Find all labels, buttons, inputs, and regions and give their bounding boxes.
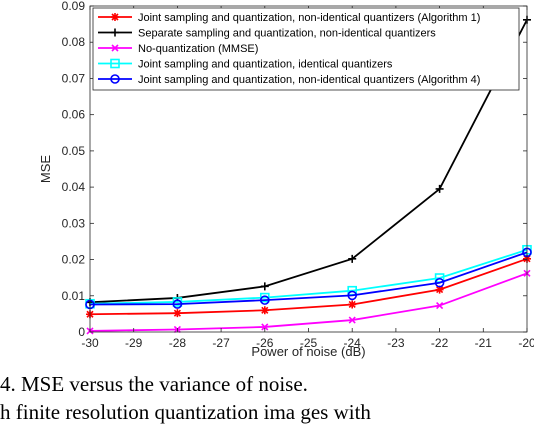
y-tick-label: 0.05 xyxy=(62,144,86,158)
legend-label: Joint sampling and quantization, non-ide… xyxy=(138,12,480,24)
body-text-line: h finite resolution quantization ima ges… xyxy=(0,400,371,424)
series-line xyxy=(89,272,528,332)
x-tick-label: -29 xyxy=(125,336,143,350)
y-axis-label: MSE xyxy=(38,155,53,184)
y-tick-label: 0 xyxy=(78,325,85,339)
y-tick-label: 0.06 xyxy=(62,108,86,122)
x-tick-label: -20 xyxy=(518,336,534,350)
data-point xyxy=(348,316,356,324)
legend-entry: No-quantization (MMSE) xyxy=(98,43,258,55)
data-point xyxy=(173,309,182,318)
data-point xyxy=(172,299,183,309)
legend-label: Joint sampling and quantization, identic… xyxy=(138,59,393,71)
x-tick-label: -23 xyxy=(387,336,405,350)
series-line xyxy=(89,248,528,305)
x-tick-label: -22 xyxy=(431,336,449,350)
y-tick-label: 0.07 xyxy=(62,71,86,85)
x-tick-label: -21 xyxy=(475,336,493,350)
legend-entry: Joint sampling and quantization, non-ide… xyxy=(98,12,480,24)
y-tick-label: 0.04 xyxy=(62,180,86,194)
legend-label: Separate sampling and quantization, non-… xyxy=(138,28,436,40)
legend-label: No-quantization (MMSE) xyxy=(138,43,258,55)
data-point xyxy=(435,184,444,193)
y-tick-label: 0.02 xyxy=(62,253,86,267)
y-tick-label: 0.03 xyxy=(62,216,86,230)
legend-marker xyxy=(110,58,120,69)
legend-marker xyxy=(111,44,119,52)
ticks-layer: -30 -29 -28 -27 -26 -25 -24 -23 -22 -21 -20 0 0.01 0.… xyxy=(62,0,534,350)
legend-marker xyxy=(111,28,119,37)
legend-entry: Joint sampling and quantization, non-ide… xyxy=(98,74,480,86)
data-point xyxy=(259,295,270,305)
x-tick-label: -27 xyxy=(212,336,230,350)
data-point xyxy=(435,285,444,294)
data-point xyxy=(434,277,445,288)
data-point xyxy=(348,254,357,263)
data-point xyxy=(260,306,269,315)
data-point xyxy=(348,300,357,309)
x-tick-label: -30 xyxy=(81,336,99,350)
mse-chart: -30 -29 -28 -27 -26 -25 -24 -23 -22 -21 -20 0 0.01 0.… xyxy=(38,0,534,359)
figure-caption: 4. MSE versus the variance of noise. xyxy=(0,372,308,396)
y-tick-label: 0.08 xyxy=(62,35,86,49)
legend-entry: Separate sampling and quantization, non-… xyxy=(98,28,436,40)
series-layer xyxy=(85,15,532,335)
legend: Joint sampling and quantization, non-ide… xyxy=(92,7,520,91)
x-tick-label: -24 xyxy=(344,336,362,350)
series-line xyxy=(89,257,528,316)
legend-box xyxy=(92,7,520,91)
legend-marker xyxy=(110,74,120,84)
data-point xyxy=(436,301,444,310)
x-axis-label: Power of noise (dB) xyxy=(251,344,365,359)
x-tick-label: -26 xyxy=(256,336,274,350)
x-tick-label: -28 xyxy=(169,336,187,350)
data-point xyxy=(347,290,358,301)
series-line xyxy=(89,19,528,304)
data-point xyxy=(260,282,269,291)
legend-label: Joint sampling and quantization, non-ide… xyxy=(138,74,480,86)
legend-entry: Joint sampling and quantization, identic… xyxy=(98,59,393,71)
data-point xyxy=(261,323,269,331)
y-tick-label: 0.01 xyxy=(62,289,86,303)
y-tick-label: 0.09 xyxy=(62,0,86,13)
x-tick-label: -25 xyxy=(300,336,318,350)
series-line xyxy=(89,251,528,306)
legend-marker xyxy=(111,13,119,21)
